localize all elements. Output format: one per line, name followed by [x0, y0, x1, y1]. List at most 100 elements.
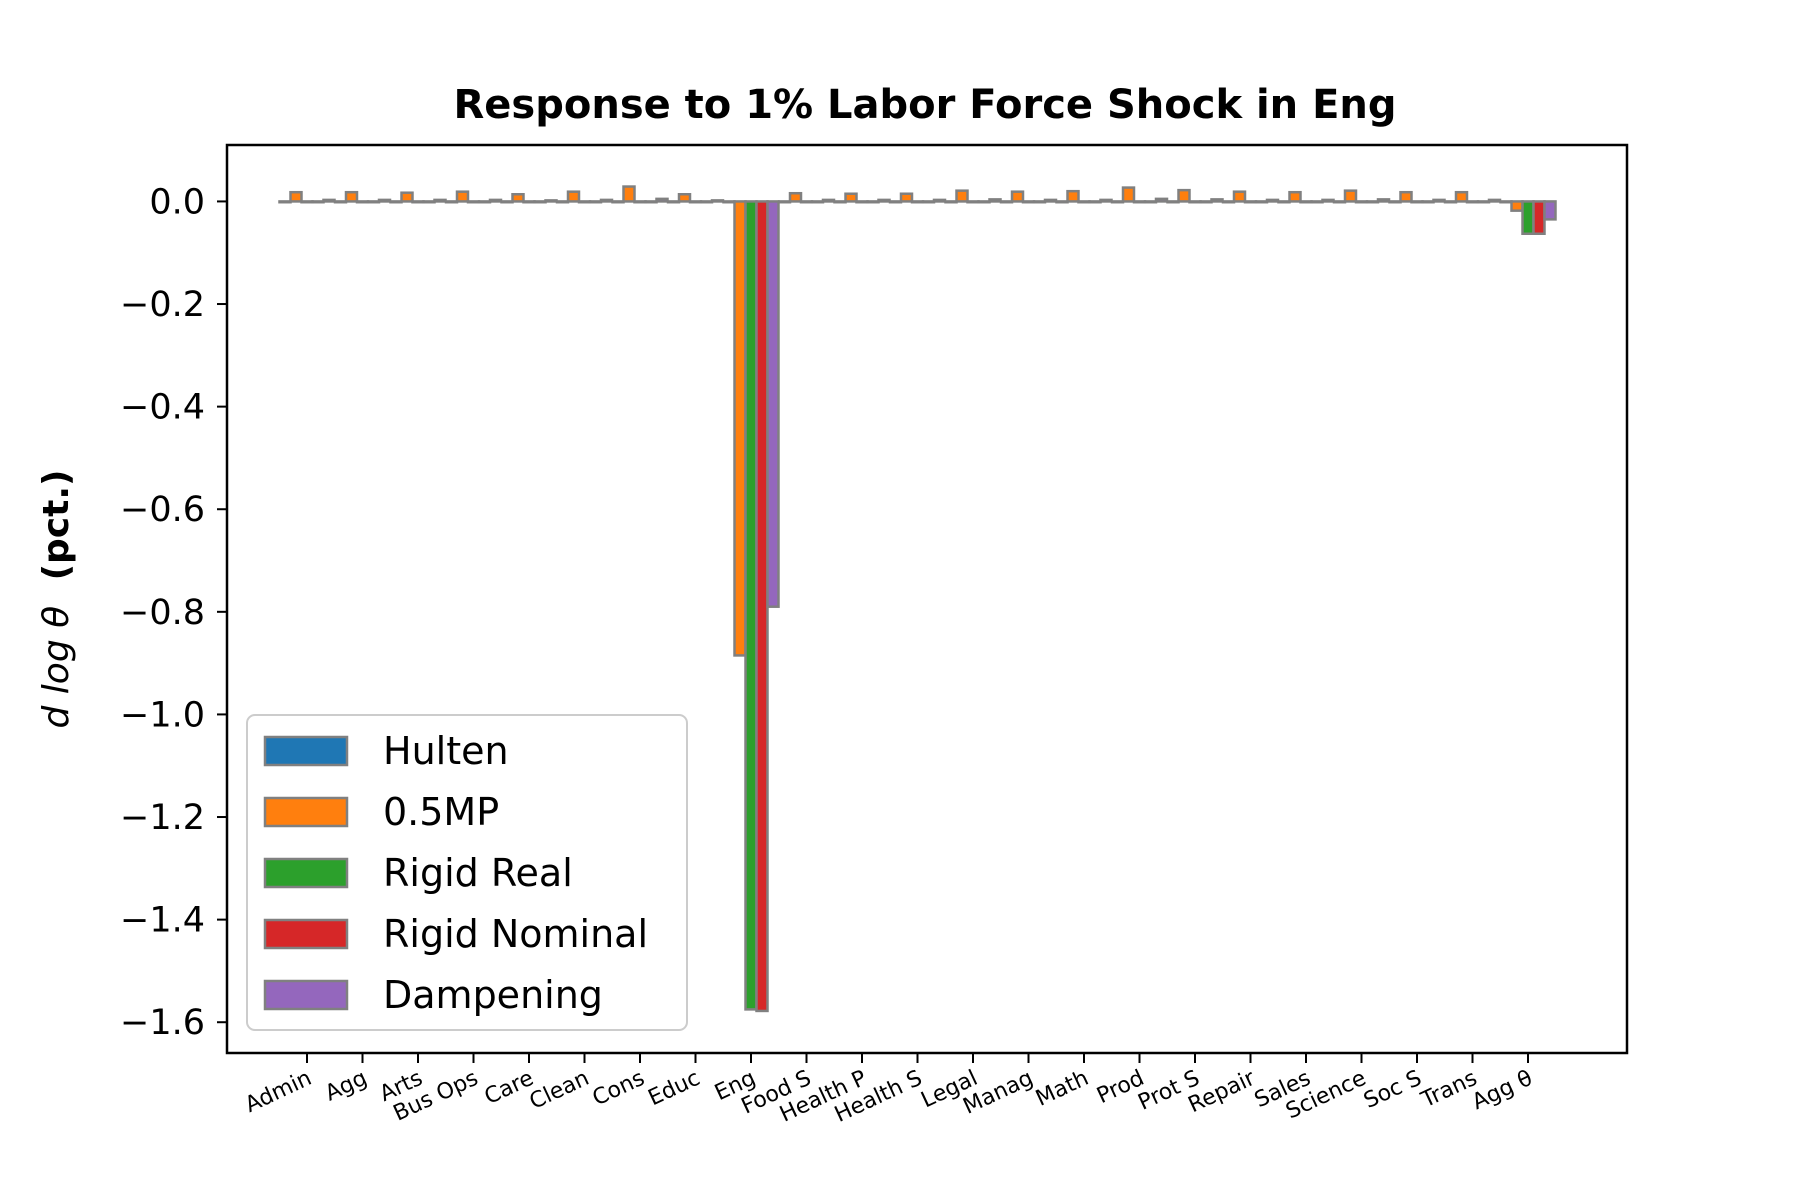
- bar-0-5mp-20: [1399, 190, 1413, 203]
- bar-rigid-nominal-7: [699, 200, 714, 204]
- bar-rigid-real-3: [466, 200, 481, 204]
- bar-hulten-16: [1166, 200, 1180, 204]
- chart-title: Response to 1% Labor Force Shock in Eng: [453, 82, 1396, 128]
- bar-hulten-20: [1388, 200, 1402, 204]
- x-tick-label: Clean: [526, 1066, 593, 1115]
- bar-hulten-17: [1221, 200, 1236, 204]
- bar-dampening-21: [1487, 198, 1502, 203]
- bar-rigid-nominal-16: [1199, 200, 1213, 204]
- x-tick-label: Agg θ: [1468, 1066, 1536, 1115]
- bar-hulten-3: [444, 200, 459, 204]
- bar-0-5mp-8: [733, 200, 747, 657]
- bar-hulten-14: [1055, 200, 1069, 204]
- bar-0-5mp-22: [1510, 200, 1524, 212]
- y-axis: 0.0 −0.2 −0.4 −0.6 −0.8 −1.0 −1.2 −1.4 −1.6: [120, 182, 227, 1043]
- bar-0-5mp-3: [455, 190, 470, 203]
- bars-group: [278, 185, 1557, 1013]
- legend-swatch-hulten: [263, 735, 349, 767]
- bar-dampening-8: [766, 200, 780, 608]
- bar-rigid-real-8: [744, 200, 758, 1011]
- bar-rigid-real-1: [355, 200, 370, 204]
- bar-hulten-18: [1277, 200, 1291, 204]
- bar-dampening-22: [1543, 200, 1557, 221]
- bar-0-5mp-5: [566, 190, 581, 203]
- bar-dampening-19: [1376, 198, 1391, 203]
- legend-swatch-dampening: [263, 979, 349, 1011]
- bar-dampening-12: [988, 198, 1002, 203]
- x-tick-label: Educ: [645, 1066, 704, 1111]
- x-tick-label: Admin: [241, 1066, 315, 1118]
- bar-hulten-0: [278, 200, 292, 204]
- bar-hulten-8: [722, 200, 736, 204]
- bar-0-5mp-7: [677, 193, 692, 203]
- bar-rigid-real-20: [1410, 200, 1424, 204]
- bar-rigid-real-17: [1243, 200, 1258, 204]
- bar-rigid-nominal-18: [1310, 200, 1324, 204]
- bar-rigid-nominal-0: [311, 200, 325, 204]
- bar-0-5mp-2: [400, 191, 414, 203]
- bar-dampening-13: [1043, 198, 1058, 203]
- bar-rigid-real-4: [522, 200, 536, 204]
- bar-rigid-nominal-21: [1476, 200, 1491, 204]
- bar-dampening-1: [377, 198, 392, 203]
- x-tick-label: Cons: [589, 1066, 649, 1112]
- y-axis-label: d log θ (pct.): [36, 469, 77, 728]
- bar-dampening-0: [322, 198, 336, 203]
- bar-hulten-19: [1332, 200, 1347, 204]
- bar-dampening-16: [1210, 198, 1224, 203]
- bar-rigid-nominal-5: [588, 200, 603, 204]
- bar-rigid-real-9: [799, 200, 814, 204]
- bar-rigid-nominal-10: [866, 200, 880, 204]
- bar-hulten-4: [500, 200, 514, 204]
- bar-dampening-14: [1099, 198, 1113, 203]
- bar-rigid-real-0: [300, 200, 314, 204]
- legend-label-rigid-nominal: Rigid Nominal: [383, 912, 648, 956]
- bar-dampening-4: [544, 199, 558, 203]
- bar-rigid-real-19: [1354, 200, 1369, 204]
- bar-rigid-nominal-13: [1032, 200, 1047, 204]
- bar-dampening-6: [655, 197, 669, 203]
- bar-hulten-12: [944, 200, 958, 204]
- x-tick-label: Math: [1032, 1066, 1092, 1112]
- bar-0-5mp-6: [622, 185, 636, 203]
- bar-0-5mp-14: [1066, 189, 1080, 203]
- y-tick-label: −1.0: [120, 695, 205, 735]
- bar-0-5mp-16: [1177, 188, 1191, 203]
- bar-0-5mp-11: [899, 192, 914, 203]
- y-tick-label: −1.2: [120, 798, 205, 838]
- y-tick-label: −0.4: [120, 388, 205, 428]
- bar-rigid-nominal-14: [1088, 200, 1102, 204]
- bar-hulten-22: [1499, 200, 1513, 204]
- bar-rigid-real-15: [1132, 200, 1147, 204]
- bar-rigid-nominal-11: [921, 200, 936, 204]
- bar-hulten-10: [833, 200, 847, 204]
- bar-rigid-real-13: [1021, 200, 1036, 204]
- y-tick-label: 0.0: [149, 182, 205, 222]
- bar-rigid-real-7: [688, 200, 703, 204]
- bar-0-5mp-18: [1288, 190, 1302, 203]
- bar-hulten-15: [1110, 200, 1125, 204]
- bar-rigid-real-12: [966, 200, 980, 204]
- bar-rigid-real-5: [577, 200, 592, 204]
- bar-hulten-1: [333, 200, 348, 204]
- bar-rigid-nominal-9: [810, 200, 825, 204]
- bar-rigid-nominal-22: [1532, 200, 1546, 235]
- legend-swatch-rigid-nominal: [263, 918, 349, 950]
- bar-rigid-real-21: [1465, 200, 1480, 204]
- bar-dampening-2: [433, 198, 447, 203]
- bar-rigid-real-22: [1521, 200, 1535, 235]
- bar-0-5mp-4: [511, 193, 525, 203]
- bar-dampening-18: [1321, 198, 1335, 203]
- bar-rigid-real-16: [1188, 200, 1202, 204]
- legend-swatch-rigid-real: [263, 857, 349, 889]
- legend-label-dampening: Dampening: [383, 973, 603, 1017]
- bar-dampening-10: [877, 198, 891, 203]
- bar-0-5mp-19: [1343, 189, 1358, 203]
- y-axis-label-math: d log θ: [36, 606, 77, 729]
- bar-hulten-13: [999, 200, 1014, 204]
- bar-dampening-5: [599, 198, 614, 203]
- bar-rigid-nominal-1: [366, 200, 381, 204]
- bar-rigid-real-18: [1299, 200, 1313, 204]
- bar-rigid-nominal-4: [533, 200, 547, 204]
